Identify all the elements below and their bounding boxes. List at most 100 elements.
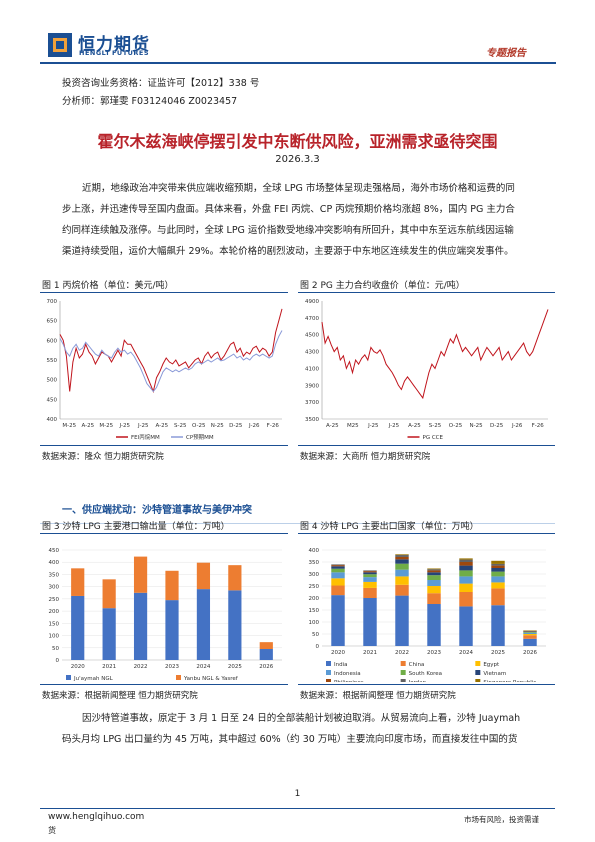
- section-rule: [40, 523, 555, 524]
- series-line: [59, 330, 283, 393]
- intro-line: 近期，地缘政治冲突带来供应端收缩预期，全球 LPG 市场整体呈现走强格局，海外市…: [82, 183, 515, 194]
- bar-segment: [427, 570, 441, 573]
- bar-segment: [491, 560, 505, 564]
- y-tick-label: 400: [309, 548, 320, 554]
- x-tick-label: N-25: [211, 423, 225, 429]
- y-tick-label: 50: [52, 646, 59, 652]
- x-tick-label: O-25: [192, 423, 206, 429]
- x-tick-label: D-25: [490, 423, 504, 429]
- y-tick-label: 50: [312, 632, 319, 638]
- bar-segment: [427, 580, 441, 586]
- bar-segment: [459, 592, 473, 607]
- company-name-en: HENGLI FUTURES: [79, 49, 150, 57]
- figure-1-chart: 400 450 500 550 600 650 700 M-25 A-25 M-25 J-25 J-2…: [47, 299, 283, 441]
- bar-segment: [459, 562, 473, 566]
- body-line: 码头月均 LPG 出口量约为 45 万吨，其中超过 60%（约 30 万吨）主要…: [62, 734, 518, 745]
- legend-swatch: [326, 670, 331, 675]
- bar-segment: [459, 558, 473, 560]
- figure-2-bottom-rule: [298, 445, 555, 446]
- bar-segment: [523, 632, 537, 634]
- bar-segment: [491, 605, 505, 646]
- y-tick-label: 4900: [305, 299, 319, 305]
- bar-segment: [331, 572, 345, 579]
- figure-3-source: 数据来源：根据新闻整理 恒力期货研究院: [42, 691, 198, 701]
- bar-segment: [523, 638, 537, 646]
- figure-2-title: 图 2 PG 主力合约收盘价（单位：元/吨）: [300, 281, 465, 291]
- bar-segment: [395, 554, 409, 556]
- bar-segment: [71, 568, 85, 596]
- bar-segment: [395, 555, 409, 557]
- bar-segment: [459, 583, 473, 592]
- intro-line: 渠道持续受阻，运价大幅飙升 29%。本轮价格的剧烈波动，主要源于中东地区连续发生…: [62, 246, 514, 257]
- intro-line: 步上涨，并迅速传导至国内盘面。具体来看，外盘 FEI 丙烷、CP 丙烷预期价格均…: [62, 204, 515, 215]
- bar-segment: [331, 566, 345, 569]
- bar-segment: [165, 600, 179, 660]
- x-tick-label: M-25: [62, 423, 76, 429]
- x-tick-label: M25: [347, 423, 359, 429]
- bar-segment: [363, 572, 377, 575]
- bar-segment: [491, 582, 505, 589]
- y-tick-label: 300: [49, 585, 60, 591]
- bar-segment: [331, 585, 345, 596]
- bar-segment: [363, 574, 377, 578]
- logo-icon: [48, 33, 72, 57]
- legend-label: CP预期MM: [186, 433, 214, 441]
- license-info: 投资咨询业务资格：证监许可【2012】338 号: [62, 78, 260, 89]
- x-tick-label: A-25: [408, 423, 421, 429]
- x-tick-label: J-26: [248, 423, 260, 429]
- footer-rule: [40, 808, 555, 809]
- y-tick-label: 350: [49, 572, 60, 578]
- legend-swatch: [475, 670, 481, 675]
- figure-2-source: 数据来源：大商所 恒力期货研究院: [300, 452, 431, 462]
- footer-website[interactable]: www.henglqihuo.com: [48, 812, 145, 822]
- bar-segment: [395, 563, 409, 570]
- y-tick-label: 600: [47, 338, 58, 344]
- x-tick-label: J-25: [367, 423, 379, 429]
- legend-label: PG CCE: [423, 435, 444, 441]
- bar-segment: [133, 592, 148, 660]
- legend-swatch: [176, 675, 181, 680]
- y-tick-label: 250: [49, 597, 60, 603]
- legend-label: Egypt: [483, 662, 500, 668]
- y-tick-label: 4300: [305, 350, 319, 356]
- bar-segment: [427, 604, 441, 646]
- y-tick-label: 200: [309, 596, 320, 602]
- bar-segment: [523, 634, 537, 636]
- legend-swatch: [475, 661, 481, 666]
- figure-4-chart: 0 50 100 150 200 250 300 350 400 2020 2021 2022 2023…: [309, 548, 546, 682]
- legend-swatch: [475, 679, 481, 682]
- bar-segment: [491, 576, 505, 583]
- header-rule: [40, 62, 556, 64]
- bar-segment: [363, 598, 377, 646]
- legend-label: FEI丙烷MM: [131, 433, 160, 441]
- bar-segment: [395, 559, 409, 564]
- y-tick-label: 100: [309, 620, 320, 626]
- body-paragraph: 因沙特管道事故，原定于 3 月 1 日至 24 日的全部装船计划被迫取消。从贸易…: [62, 708, 552, 750]
- figure-1-title: 图 1 丙烷价格（单位：美元/吨）: [42, 281, 174, 291]
- bar-segment: [523, 635, 537, 639]
- legend-label: Vietnam: [483, 671, 506, 677]
- x-tick-label: 2026: [259, 664, 273, 670]
- bar-segment: [459, 570, 473, 577]
- y-tick-label: 4100: [305, 366, 319, 372]
- legend-label: Yanbu NGL & Yasref: [183, 676, 239, 682]
- y-tick-label: 500: [47, 378, 58, 384]
- bar-segment: [491, 588, 505, 606]
- y-tick-label: 300: [309, 572, 320, 578]
- bar-segment: [363, 581, 377, 588]
- legend-swatch: [66, 675, 71, 680]
- bar-segment: [363, 571, 377, 573]
- x-tick-label: 2022: [134, 664, 148, 670]
- report-date: 2026.3.3: [275, 154, 320, 165]
- bar-segment: [459, 576, 473, 584]
- bar-segment: [363, 587, 377, 598]
- bar-segment: [331, 568, 345, 573]
- y-tick-label: 3500: [305, 417, 319, 423]
- x-tick-label: J-26: [511, 423, 523, 429]
- figure-4-rule: [298, 533, 555, 534]
- bar-segment: [459, 565, 473, 571]
- bar-segment: [395, 584, 409, 596]
- x-tick-label: N-25: [470, 423, 484, 429]
- x-tick-label: A-25: [81, 423, 94, 429]
- bar-segment: [491, 565, 505, 568]
